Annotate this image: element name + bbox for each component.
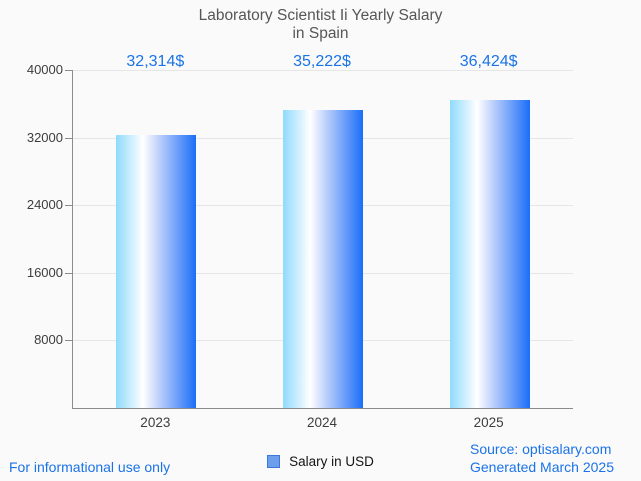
ytick-32000 bbox=[65, 138, 72, 139]
source-text: Source: optisalary.com bbox=[470, 441, 612, 457]
x-axis-label-2023: 2023 bbox=[140, 415, 171, 430]
ytick-label-8000: 8000 bbox=[34, 332, 63, 347]
bar-2024 bbox=[283, 110, 363, 408]
legend-label: Salary in USD bbox=[289, 453, 374, 469]
ytick-40000 bbox=[65, 70, 72, 71]
source-block: Source: optisalary.com Generated March 2… bbox=[470, 441, 614, 476]
x-axis-label-2024: 2024 bbox=[306, 415, 338, 430]
value-label-2025: 36,424$ bbox=[459, 53, 518, 70]
ytick-label-24000: 24000 bbox=[26, 197, 63, 212]
ytick-label-32000: 32000 bbox=[26, 130, 63, 145]
legend: Salary in USD bbox=[0, 452, 641, 470]
gridline-40000 bbox=[73, 70, 573, 71]
disclaimer-text: For informational use only bbox=[9, 459, 171, 475]
x-axis-label-2025: 2025 bbox=[473, 415, 504, 430]
plot-area: 40000 32000 24000 16000 8000 bbox=[27, 62, 573, 409]
legend-marker-icon bbox=[267, 454, 281, 468]
ytick-label-16000: 16000 bbox=[26, 265, 63, 280]
chart-title-line2: in Spain bbox=[292, 25, 349, 42]
ytick-24000 bbox=[65, 205, 72, 206]
value-label-2023: 32,314$ bbox=[126, 53, 185, 70]
generated-text: Generated March 2025 bbox=[470, 458, 614, 475]
chart-title-line1: Laboratory Scientist Ii Yearly Salary bbox=[198, 7, 443, 24]
bar-2025 bbox=[450, 100, 530, 408]
bar-2023 bbox=[116, 135, 196, 408]
value-label-2024: 35,222$ bbox=[293, 53, 351, 70]
x-axis-label-row: 2023 2024 2025 bbox=[72, 415, 572, 433]
ytick-label-40000: 40000 bbox=[26, 62, 63, 77]
ytick-8000 bbox=[65, 340, 72, 341]
chart-title: Laboratory Scientist Ii Yearly Salary in… bbox=[0, 7, 641, 43]
ytick-16000 bbox=[65, 273, 72, 274]
value-label-row: 32,314$ 35,222$ 36,424$ bbox=[72, 53, 572, 73]
